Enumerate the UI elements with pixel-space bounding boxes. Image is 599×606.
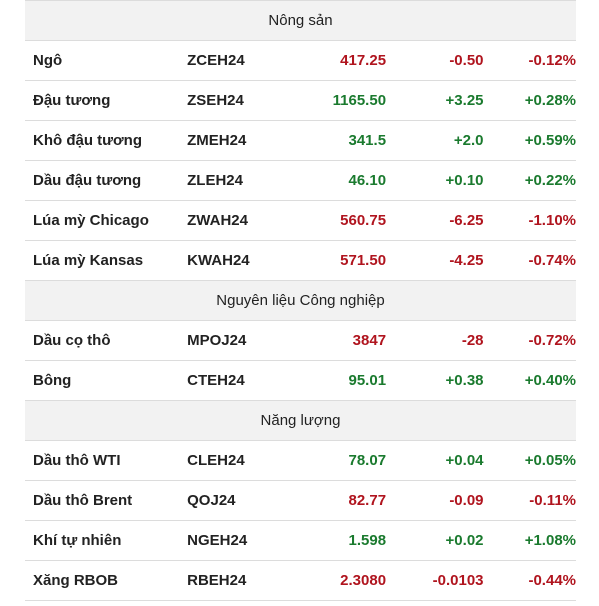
table-row: Dầu cọ thô MPOJ24 3847 -28 -0.72% (25, 321, 576, 361)
table-row: Đậu tương ZSEH24 1165.50 +3.25 +0.28% (25, 81, 576, 121)
change-percent: -0.12% (528, 52, 576, 69)
ticker-code: RBEH24 (187, 572, 247, 589)
price-value: 82.77 (348, 492, 387, 509)
price-value: 571.50 (340, 252, 387, 269)
table-row: Dầu thô Brent QOJ24 82.77 -0.09 -0.11% (25, 481, 576, 521)
change-value: -0.50 (449, 52, 484, 69)
change-value: -0.0103 (432, 572, 484, 589)
ticker-code: ZWAH24 (187, 212, 248, 229)
change-percent: -1.10% (528, 212, 576, 229)
commodity-name: Bông (33, 372, 72, 389)
ticker-code: ZSEH24 (187, 92, 244, 109)
table-row: Dầu đậu tương ZLEH24 46.10 +0.10 +0.22% (25, 161, 576, 201)
commodity-price-table: Nông sản Ngô ZCEH24 417.25 -0.50 -0.12% … (25, 0, 576, 601)
price-value: 46.10 (348, 172, 387, 189)
change-value: +0.10 (445, 172, 484, 189)
commodity-name: Xăng RBOB (33, 572, 119, 589)
commodity-name: Khí tự nhiên (33, 532, 122, 549)
ticker-code: ZMEH24 (187, 132, 247, 149)
change-value: +0.04 (445, 452, 484, 469)
commodity-name: Dầu đậu tương (33, 172, 142, 189)
commodity-name: Ngô (33, 52, 63, 69)
table-row: Khí tự nhiên NGEH24 1.598 +0.02 +1.08% (25, 521, 576, 561)
commodity-name: Khô đậu tương (33, 132, 143, 149)
commodity-name: Dầu thô Brent (33, 492, 133, 509)
price-value: 78.07 (348, 452, 387, 469)
change-percent: +1.08% (524, 532, 576, 549)
change-percent: +0.22% (524, 172, 576, 189)
section-header-agriculture: Nông sản (25, 1, 576, 41)
commodity-name: Đậu tương (33, 92, 111, 109)
price-value: 1.598 (348, 532, 387, 549)
change-percent: -0.74% (528, 252, 576, 269)
ticker-code: CTEH24 (187, 372, 245, 389)
change-value: +0.38 (445, 372, 484, 389)
commodity-name: Dầu thô WTI (33, 452, 121, 469)
table-row: Lúa mỳ Kansas KWAH24 571.50 -4.25 -0.74% (25, 241, 576, 281)
table-row: Lúa mỳ Chicago ZWAH24 560.75 -6.25 -1.10… (25, 201, 576, 241)
commodity-name: Lúa mỳ Chicago (33, 212, 149, 229)
change-percent: -0.44% (528, 572, 576, 589)
change-value: -0.09 (449, 492, 484, 509)
change-percent: +0.59% (524, 132, 576, 149)
ticker-code: KWAH24 (187, 252, 250, 269)
table-row: Bông CTEH24 95.01 +0.38 +0.40% (25, 361, 576, 401)
price-value: 341.5 (348, 132, 387, 149)
ticker-code: ZCEH24 (187, 52, 245, 69)
price-value: 2.3080 (340, 572, 387, 589)
change-value: +2.0 (453, 132, 484, 149)
price-value: 95.01 (348, 372, 387, 389)
change-value: -28 (461, 332, 484, 349)
change-value: -6.25 (449, 212, 484, 229)
change-value: +3.25 (445, 92, 484, 109)
table-row: Ngô ZCEH24 417.25 -0.50 -0.12% (25, 41, 576, 81)
change-value: +0.02 (445, 532, 484, 549)
change-percent: +0.05% (524, 452, 576, 469)
ticker-code: QOJ24 (187, 492, 236, 509)
change-percent: -0.72% (528, 332, 576, 349)
change-percent: -0.11% (529, 492, 576, 509)
section-header-energy: Năng lượng (25, 401, 576, 441)
change-value: -4.25 (449, 252, 484, 269)
ticker-code: MPOJ24 (187, 332, 247, 349)
ticker-code: NGEH24 (187, 532, 248, 549)
price-value: 3847 (352, 332, 387, 349)
table-row: Xăng RBOB RBEH24 2.3080 -0.0103 -0.44% (25, 561, 576, 601)
price-value: 1165.50 (332, 92, 387, 109)
table-row: Khô đậu tương ZMEH24 341.5 +2.0 +0.59% (25, 121, 576, 161)
commodity-name: Dầu cọ thô (33, 332, 111, 349)
price-value: 560.75 (340, 212, 387, 229)
section-header-industrial: Nguyên liệu Công nghiệp (25, 281, 576, 321)
commodity-name: Lúa mỳ Kansas (33, 252, 144, 269)
change-percent: +0.40% (524, 372, 576, 389)
price-value: 417.25 (340, 52, 387, 69)
table-row: Dầu thô WTI CLEH24 78.07 +0.04 +0.05% (25, 441, 576, 481)
ticker-code: ZLEH24 (187, 172, 243, 189)
ticker-code: CLEH24 (187, 452, 245, 469)
change-percent: +0.28% (524, 92, 576, 109)
